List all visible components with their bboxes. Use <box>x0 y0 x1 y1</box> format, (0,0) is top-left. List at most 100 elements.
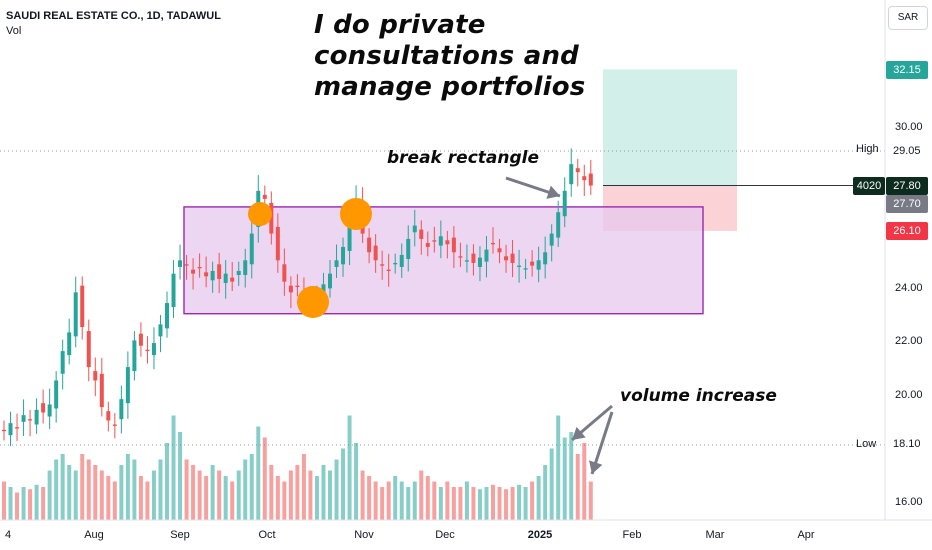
volume-bar <box>2 481 6 520</box>
candle-body <box>2 429 6 432</box>
candle-body <box>230 277 235 282</box>
candle-body <box>28 419 33 421</box>
volume-bar <box>282 481 287 520</box>
volume-bar <box>119 465 124 520</box>
volume-bar <box>549 448 554 520</box>
candle-body <box>295 285 300 287</box>
candle-body <box>419 229 424 239</box>
candle-body <box>386 269 391 271</box>
y-tick-label: 24.00 <box>895 282 923 294</box>
volume-bar <box>295 465 300 520</box>
volume-bar <box>236 470 241 520</box>
volume-arrow-1-head <box>572 426 586 440</box>
candle-body <box>80 285 85 328</box>
volume-bar <box>556 415 561 520</box>
candle-body <box>477 257 482 267</box>
candle-body <box>171 273 176 308</box>
volume-bar <box>15 492 20 520</box>
volume-bar <box>210 465 215 520</box>
x-tick-label: Nov <box>354 529 374 541</box>
volume-bar <box>458 487 463 520</box>
candle-body <box>497 248 502 253</box>
volume-legend[interactable]: Vol <box>6 25 22 37</box>
candle-body <box>132 340 137 372</box>
volume-bar <box>536 476 541 520</box>
volume-bar <box>262 437 267 520</box>
candle-body <box>145 349 150 352</box>
candle-body <box>504 256 509 261</box>
candle-body <box>471 253 476 263</box>
candle-body <box>328 273 332 289</box>
candle-body <box>530 261 535 266</box>
x-tick-label: Dec <box>435 529 455 541</box>
candle-body <box>119 399 124 420</box>
volume-bar <box>34 484 39 520</box>
volume-bar <box>504 489 509 520</box>
candle-body <box>138 333 143 346</box>
candle-body <box>451 237 456 253</box>
candle-body <box>93 371 98 381</box>
volume-bar <box>73 470 78 520</box>
volume-bar <box>314 476 319 520</box>
volume-bar <box>386 481 391 520</box>
candle-body <box>575 168 580 173</box>
volume-bar <box>8 487 13 520</box>
volume-bar <box>491 484 495 520</box>
volume-bar <box>334 459 339 520</box>
volume-bar <box>438 487 443 520</box>
x-tick-label: Aug <box>84 529 104 541</box>
volume-bar <box>562 437 567 520</box>
volume-bar <box>178 432 183 520</box>
candle-body <box>204 272 209 277</box>
volume-bar <box>93 465 98 520</box>
x-tick-label: 4 <box>5 529 11 541</box>
volume-bar <box>223 476 228 520</box>
candle-body <box>41 403 46 413</box>
volume-bar <box>249 454 254 520</box>
candle-body <box>34 409 39 425</box>
volume-bar <box>125 454 130 520</box>
candle-body <box>367 237 372 253</box>
candle-body <box>543 252 548 265</box>
symbol-title: SAUDI REAL ESTATE CO., 1D, TADAWUL <box>6 10 221 22</box>
touch-marker <box>340 198 372 230</box>
volume-bar <box>151 470 156 520</box>
volume-bar <box>86 459 91 520</box>
volume-bar <box>517 484 522 520</box>
candle-body <box>399 254 404 267</box>
volume-bar <box>21 487 26 520</box>
candle-body <box>47 404 52 417</box>
low-value: 18.10 <box>893 438 921 450</box>
candle-body <box>158 324 163 337</box>
candle-body <box>517 265 522 267</box>
volume-bar <box>464 481 469 520</box>
candle-body <box>288 285 293 293</box>
candle-body <box>425 242 430 247</box>
volume-bar <box>582 443 587 520</box>
candle-body <box>197 266 202 269</box>
volume-bar <box>406 487 411 520</box>
volume-bar <box>256 426 261 520</box>
volume-bar <box>288 470 293 520</box>
volume-bar <box>243 459 248 520</box>
currency-button[interactable]: SAR <box>888 6 928 30</box>
volume-bar <box>471 487 476 520</box>
candle-body <box>249 233 254 265</box>
secondary-price-badge: 27.70 <box>886 195 928 213</box>
candle-body <box>412 225 417 233</box>
candle-body <box>491 242 495 245</box>
candle-body <box>151 343 156 356</box>
volume-bar <box>432 481 437 520</box>
volume-bar <box>373 481 378 520</box>
candle-body <box>191 269 196 274</box>
candle-body <box>341 246 346 265</box>
volume-bar <box>158 459 163 520</box>
candle-body <box>8 423 13 436</box>
high-value: 29.05 <box>893 145 921 157</box>
volume-bar <box>523 487 528 520</box>
volume-bar <box>106 476 111 520</box>
x-tick-label: Oct <box>258 529 275 541</box>
volume-bar <box>530 481 535 520</box>
volume-bar <box>132 459 137 520</box>
